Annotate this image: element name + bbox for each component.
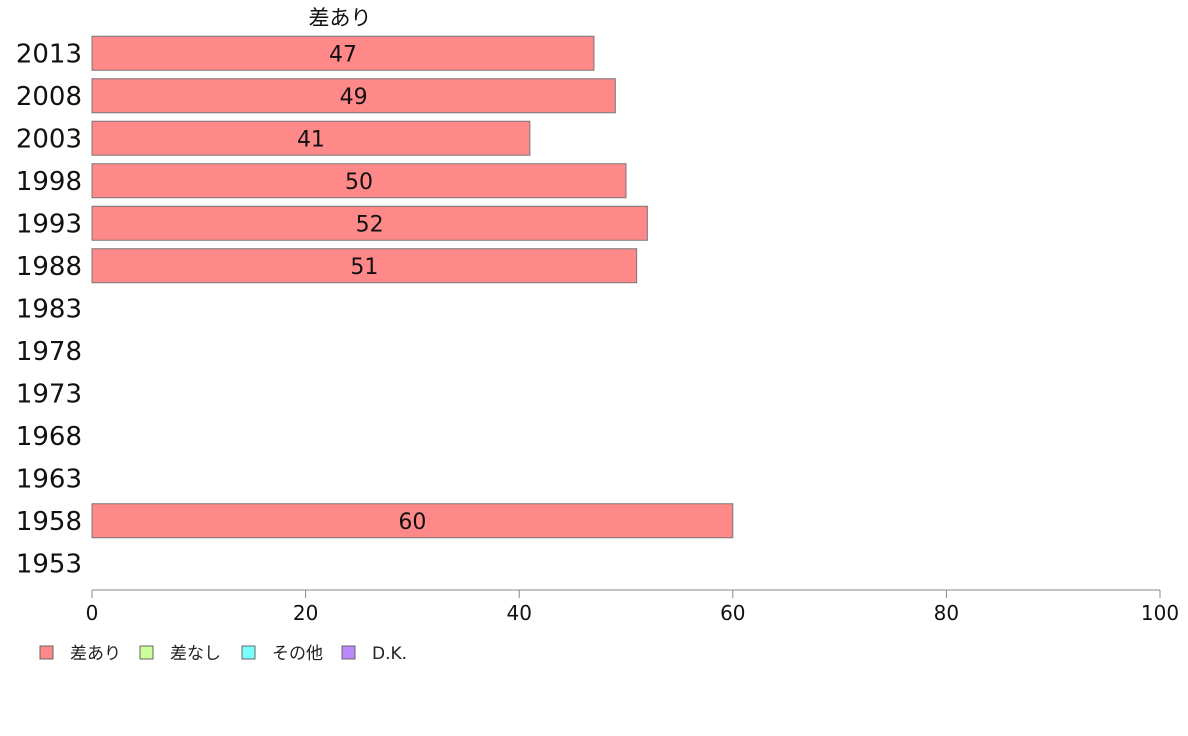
y-label-2008: 2008 bbox=[16, 82, 82, 112]
bar-1998-series-0 bbox=[91, 163, 627, 199]
y-axis-labels: 2013 2008 2003 1998 1993 1988 1983 1978 1973 1968… bbox=[16, 39, 82, 579]
legend-swatch-2 bbox=[241, 645, 256, 660]
y-label-1968: 1968 bbox=[16, 422, 82, 452]
legend-swatch-3 bbox=[341, 645, 356, 660]
x-tick-label-100: 100 bbox=[1141, 601, 1179, 625]
y-label-1953: 1953 bbox=[16, 549, 82, 579]
bars-group: 47 49 41 50 52 51 60 bbox=[91, 35, 734, 539]
legend-label-3: D.K. bbox=[372, 644, 407, 664]
x-tick-label-0: 0 bbox=[86, 601, 99, 625]
y-label-1978: 1978 bbox=[16, 337, 82, 367]
x-tick-label-80: 80 bbox=[934, 601, 959, 625]
column-header: 差あり bbox=[309, 6, 372, 30]
y-label-2013: 2013 bbox=[16, 39, 82, 69]
bar-2013-series-0 bbox=[91, 35, 595, 71]
bar-1958-series-0 bbox=[91, 503, 734, 539]
bar-2008-series-0 bbox=[91, 78, 616, 114]
value-label-2003-series-0: 41 bbox=[297, 127, 325, 152]
value-label-1958-series-0: 60 bbox=[398, 510, 426, 535]
x-tick-label-20: 20 bbox=[293, 601, 318, 625]
x-tick-label-40: 40 bbox=[506, 601, 531, 625]
y-label-1973: 1973 bbox=[16, 379, 82, 409]
legend-label-2: その他 bbox=[272, 644, 323, 664]
x-tick-label-60: 60 bbox=[720, 601, 745, 625]
y-label-1993: 1993 bbox=[16, 209, 82, 239]
value-label-1988-series-0: 51 bbox=[350, 255, 378, 280]
bar-1993-series-0 bbox=[91, 205, 648, 241]
y-label-2003: 2003 bbox=[16, 124, 82, 154]
legend-swatch-1 bbox=[139, 645, 154, 660]
value-label-2013-series-0: 47 bbox=[329, 42, 357, 67]
y-label-1988: 1988 bbox=[16, 252, 82, 282]
y-label-1958: 1958 bbox=[16, 507, 82, 537]
value-label-2008-series-0: 49 bbox=[340, 85, 368, 110]
legend: 差あり 差なし その他 D.K. bbox=[39, 644, 407, 664]
bar-1988-series-0 bbox=[91, 248, 638, 284]
y-label-1963: 1963 bbox=[16, 464, 82, 494]
value-label-1998-series-0: 50 bbox=[345, 170, 373, 195]
y-label-1983: 1983 bbox=[16, 294, 82, 324]
legend-label-1: 差なし bbox=[170, 644, 221, 664]
legend-swatch-0 bbox=[39, 645, 54, 660]
value-label-1993-series-0: 52 bbox=[356, 212, 384, 237]
bar-2003-series-0 bbox=[91, 120, 531, 156]
y-label-1998: 1998 bbox=[16, 167, 82, 197]
x-axis: 0 20 40 60 80 100 bbox=[86, 589, 1179, 625]
legend-label-0: 差あり bbox=[70, 644, 121, 664]
